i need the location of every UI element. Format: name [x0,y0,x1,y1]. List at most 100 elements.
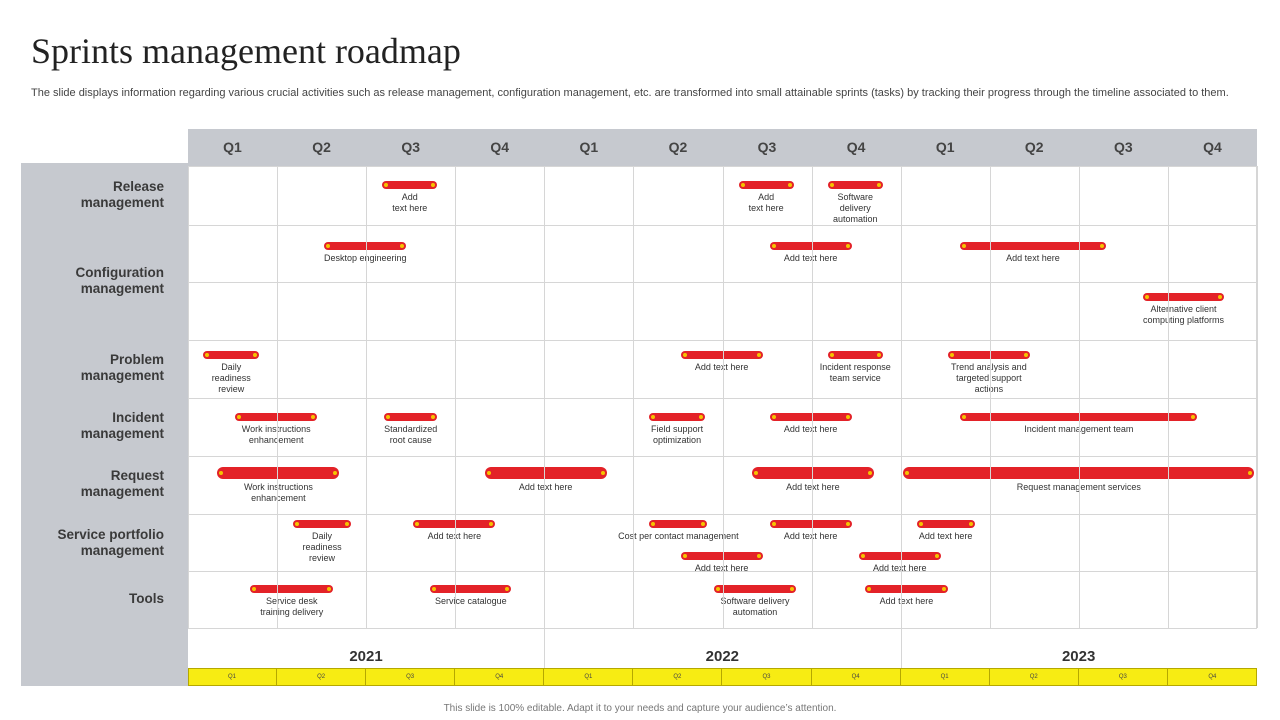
task-bar [430,585,512,593]
bar-start-dot [829,183,834,187]
quarter-label: Q3 [401,139,420,155]
grid-vline [1167,166,1169,628]
quarter-label: Q1 [223,139,242,155]
task-label: Add text here [1006,253,1060,263]
bar-end-dot [431,183,436,187]
grid-hline [188,628,1257,629]
strip-quarter-label: Q3 [723,669,812,685]
quarter-label: Q3 [757,139,777,155]
strip-quarter-label: Q3 [1079,669,1168,685]
task-label: Add text here [879,596,934,606]
task-label: Add text here [694,563,749,573]
row-label: Request management [80,468,164,499]
bar-start-dot [651,415,656,419]
bar-start-dot [1144,295,1149,299]
task-bar [235,413,318,421]
task-label: Add text here [872,563,927,573]
grid-vline [1078,166,1080,628]
bar-end-dot [400,244,405,248]
bottom-quarter-strip: Q1 Q2 Q3 Q4 Q1 Q2 Q3 Q4 Q1 Q2 Q3 Q4 [188,668,1257,686]
quarter-label: Q2 [668,139,688,155]
strip-quarter-label: Q1 [901,669,990,685]
task-bar [1142,293,1225,301]
bar-end-dot [1218,295,1223,299]
grid-vline [633,166,635,628]
task-label: Add text here [694,362,749,372]
row-label: Problem management [80,352,164,383]
strip-quarter-label: Q3 [366,669,456,685]
bar-end-dot [845,244,850,248]
strip-quarter-label: Q2 [990,669,1079,685]
grid-vline [989,166,991,628]
task-bar [738,181,794,189]
bar-end-dot [327,587,332,591]
task-bar [827,181,883,189]
bar-start-dot [682,554,687,558]
task-label: Work instructions enhancement [243,482,313,503]
bar-end-dot [1099,244,1104,248]
bar-end-dot [790,587,795,591]
strip-quarter-label: Q1 [188,669,277,685]
task-label: Daily readiness review [302,531,342,563]
grid-hline [188,514,1257,515]
bar-end-dot [431,415,436,419]
bar-end-dot [333,471,338,475]
year-label: 2022 [705,648,740,665]
task-bar [960,413,1198,421]
grid-vline [722,166,724,628]
task-bar [916,520,975,528]
task-label: Service desk training delivery [260,596,324,617]
bar-start-dot [715,587,720,591]
grid-hline [188,398,1257,399]
task-bar [947,351,1030,359]
grid-hline [188,225,1257,226]
row-label: Incident management [80,410,164,441]
bar-end-dot [345,522,349,526]
bar-start-dot [962,244,967,248]
task-label: Work instructions enhancement [241,424,311,445]
task-label: Incident management team [1024,424,1134,434]
task-label: Incident response team service [819,362,891,383]
bar-end-dot [1248,471,1253,475]
task-bar [751,467,874,479]
task-label: Desktop engineering [323,253,407,263]
task-bar [903,467,1255,479]
task-label: Cost per contact management [618,531,739,541]
bar-start-dot [740,183,745,187]
bar-start-dot [651,522,656,526]
bar-start-dot [860,554,865,558]
bar-start-dot [867,587,872,591]
bar-start-dot [326,244,331,248]
grid-hline [188,282,1257,283]
quarter-label: Q1 [935,139,955,155]
row-label: Tools [129,591,164,606]
task-label: Alternative client computing platforms [1142,304,1225,325]
strip-quarter-label: Q1 [544,669,634,685]
task-bar [484,467,607,479]
task-bar [383,413,438,421]
task-bar [680,552,763,560]
bar-end-dot [934,554,939,558]
bar-start-dot [205,353,210,357]
task-label: Add text here [748,192,784,213]
bar-start-dot [771,522,776,526]
task-label: Field support optimization [651,424,704,445]
task-bar [769,413,852,421]
bar-end-dot [876,353,881,357]
bar-end-dot [968,522,973,526]
grid-hline [188,340,1257,341]
grid-vline [544,166,546,628]
quarter-label: Q4 [1203,139,1222,155]
strip-quarter-label: Q4 [455,669,545,685]
task-bar [960,242,1106,250]
task-label: Software delivery automation [832,192,878,224]
quarter-label: Q4 [490,139,510,155]
task-bar [217,467,340,479]
bar-start-dot [962,415,967,419]
row-label: Service portfolio management [57,527,164,558]
bar-start-dot [252,587,257,591]
bar-end-dot [876,183,881,187]
bar-start-dot [237,415,242,419]
bar-end-dot [756,554,761,558]
grid-vline [900,166,902,628]
